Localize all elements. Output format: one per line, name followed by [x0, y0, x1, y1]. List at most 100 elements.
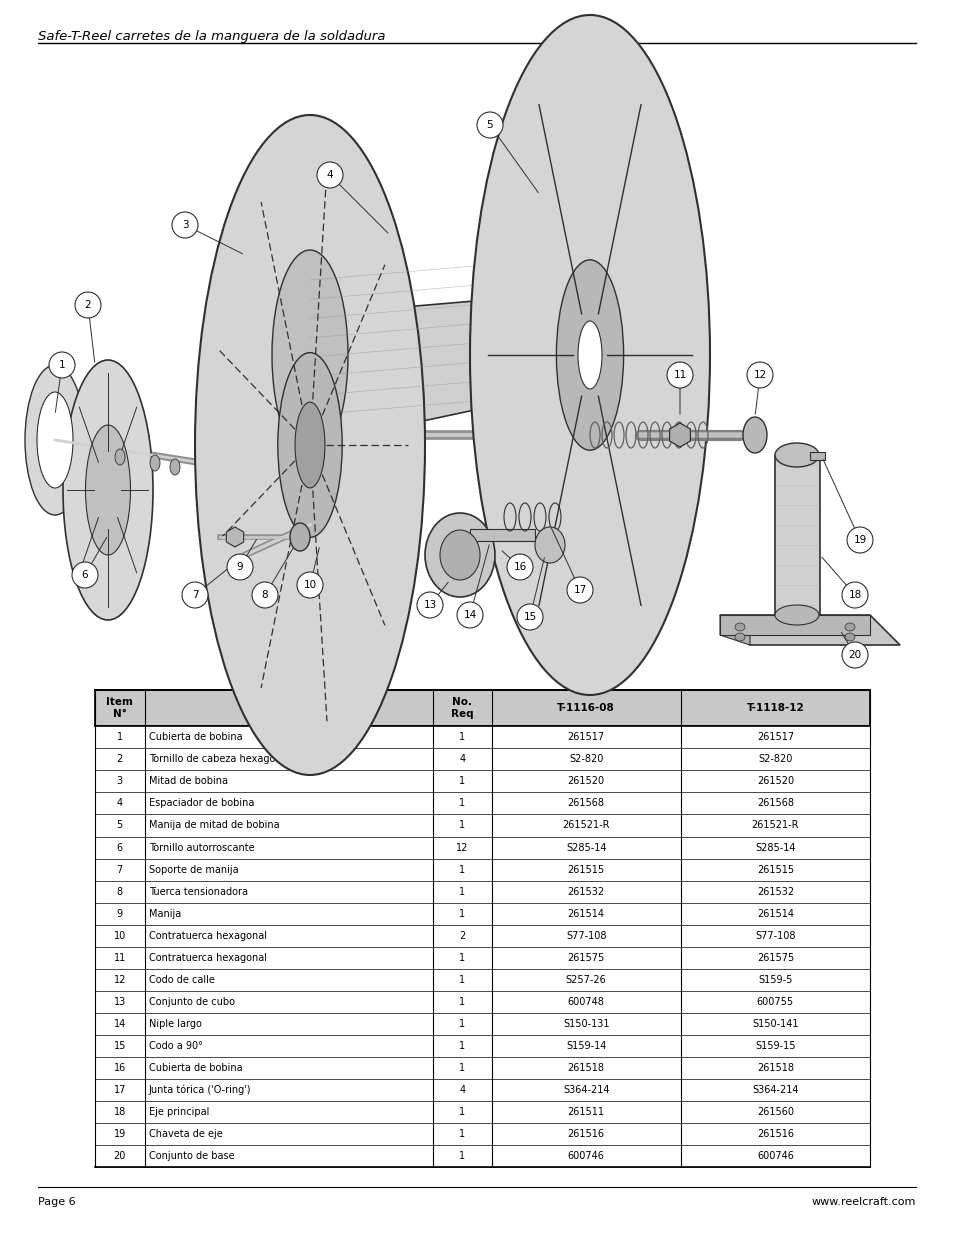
Text: 6: 6 [116, 842, 123, 852]
Text: 5: 5 [486, 120, 493, 130]
Text: 2: 2 [458, 931, 465, 941]
Ellipse shape [470, 15, 709, 695]
Bar [95, 814, 869, 836]
Bar [470, 529, 535, 541]
Circle shape [416, 592, 442, 618]
Bar [95, 1123, 869, 1145]
Text: Espaciador de bobina: Espaciador de bobina [149, 799, 253, 809]
Text: S159-14: S159-14 [565, 1041, 606, 1051]
Text: 261518: 261518 [756, 1063, 793, 1073]
Polygon shape [720, 615, 869, 635]
Text: Codo a 90°: Codo a 90° [149, 1041, 202, 1051]
Text: 261521-R: 261521-R [562, 820, 609, 830]
Circle shape [182, 582, 208, 608]
Text: S77-108: S77-108 [755, 931, 795, 941]
Text: 5: 5 [116, 820, 123, 830]
Text: 4: 4 [326, 170, 333, 180]
Text: 15: 15 [113, 1041, 126, 1051]
Bar [95, 1013, 869, 1035]
Text: 18: 18 [847, 590, 861, 600]
Text: 17: 17 [113, 1084, 126, 1095]
Text: Soporte de manija: Soporte de manija [149, 864, 238, 874]
Ellipse shape [501, 235, 587, 435]
Ellipse shape [742, 417, 766, 453]
Text: 9: 9 [236, 562, 243, 572]
Ellipse shape [734, 634, 744, 641]
Text: Manija de mitad de bobina: Manija de mitad de bobina [149, 820, 279, 830]
Circle shape [476, 112, 502, 138]
Text: 1: 1 [458, 974, 465, 984]
Ellipse shape [115, 450, 125, 466]
Bar [95, 793, 869, 814]
Text: 1: 1 [458, 1041, 465, 1051]
Bar [95, 1079, 869, 1100]
Bar [95, 1057, 869, 1079]
Circle shape [841, 582, 867, 608]
Ellipse shape [63, 359, 152, 620]
Text: Codo de calle: Codo de calle [149, 974, 214, 984]
Text: S285-14: S285-14 [565, 842, 606, 852]
Text: 261521-R: 261521-R [751, 820, 799, 830]
Text: 7: 7 [116, 864, 123, 874]
Text: 600746: 600746 [567, 1151, 604, 1161]
Text: 1: 1 [458, 997, 465, 1007]
Text: 8: 8 [261, 590, 268, 600]
Ellipse shape [170, 459, 180, 475]
Circle shape [841, 642, 867, 668]
Text: S285-14: S285-14 [755, 842, 795, 852]
Bar [95, 1100, 869, 1123]
Text: 15: 15 [523, 613, 536, 622]
Text: Contratuerca hexagonal: Contratuerca hexagonal [149, 952, 266, 963]
Text: www.reelcraft.com: www.reelcraft.com [811, 1197, 915, 1207]
Bar [95, 1145, 869, 1167]
Circle shape [252, 582, 277, 608]
Text: Junta tórica ('O-ring'): Junta tórica ('O-ring') [149, 1084, 251, 1095]
Ellipse shape [844, 622, 854, 631]
Text: 1: 1 [458, 1151, 465, 1161]
Text: Mitad de bobina: Mitad de bobina [149, 777, 228, 787]
Text: Tornillo de cabeza hexagonal: Tornillo de cabeza hexagonal [149, 755, 290, 764]
Bar [95, 771, 869, 793]
Text: 1: 1 [458, 909, 465, 919]
Text: S150-141: S150-141 [751, 1019, 798, 1029]
Text: 8: 8 [116, 887, 123, 897]
Text: 1: 1 [458, 1129, 465, 1139]
Text: Page 6: Page 6 [38, 1197, 75, 1207]
Text: 1: 1 [458, 1107, 465, 1116]
Text: 261515: 261515 [567, 864, 604, 874]
Text: 11: 11 [673, 370, 686, 380]
Text: 4: 4 [458, 1084, 465, 1095]
Text: 261575: 261575 [756, 952, 793, 963]
Text: 1: 1 [458, 799, 465, 809]
Ellipse shape [294, 403, 325, 488]
Text: Manija: Manija [149, 909, 181, 919]
Circle shape [506, 555, 533, 580]
Bar [95, 925, 869, 947]
Circle shape [227, 555, 253, 580]
Text: 600746: 600746 [756, 1151, 793, 1161]
Circle shape [75, 291, 101, 317]
Ellipse shape [439, 530, 479, 580]
Text: 261568: 261568 [756, 799, 793, 809]
Ellipse shape [194, 115, 424, 776]
Ellipse shape [535, 527, 564, 563]
Text: 261511: 261511 [567, 1107, 604, 1116]
Text: 1: 1 [458, 820, 465, 830]
Text: 20: 20 [847, 650, 861, 659]
Text: 261575: 261575 [567, 952, 604, 963]
Text: 17: 17 [573, 585, 586, 595]
Text: Tornillo autorroscante: Tornillo autorroscante [149, 842, 253, 852]
Ellipse shape [774, 443, 818, 467]
Text: S159-15: S159-15 [755, 1041, 795, 1051]
Ellipse shape [774, 605, 818, 625]
Text: 6: 6 [82, 571, 89, 580]
Text: 12: 12 [113, 974, 126, 984]
Ellipse shape [37, 391, 73, 488]
Text: Tuerca tensionadora: Tuerca tensionadora [149, 887, 248, 897]
Text: 261560: 261560 [756, 1107, 793, 1116]
Bar [95, 836, 869, 858]
Text: 600755: 600755 [756, 997, 793, 1007]
Text: Conjunto de base: Conjunto de base [149, 1151, 233, 1161]
Circle shape [172, 212, 198, 238]
Text: 261532: 261532 [756, 887, 793, 897]
